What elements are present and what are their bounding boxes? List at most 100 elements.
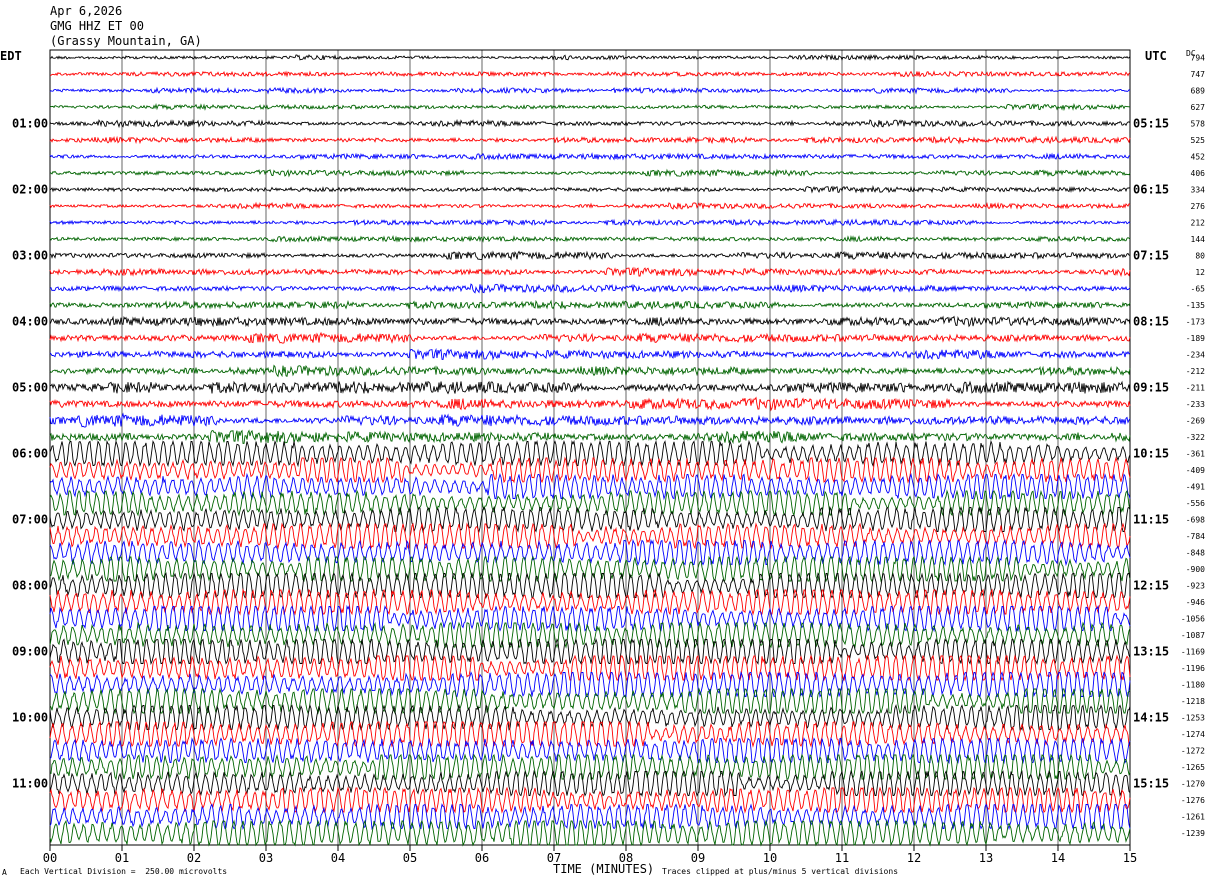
trace-row [49, 315, 1131, 328]
dc-offset-label: -784 [1186, 532, 1205, 541]
edt-time-labels: 01:00 02:00 03:00 04:00 05:00 06:00 07:00 08:00… [12, 117, 48, 791]
dc-offset-label: -556 [1186, 499, 1205, 508]
clip-note: Traces clipped at plus/minus 5 vertical … [662, 867, 899, 876]
utc-axis-title: UTC [1145, 49, 1167, 63]
utc-time-label: 11:15 [1133, 513, 1169, 527]
trace-row [49, 637, 1131, 666]
trace-row [49, 687, 1131, 715]
trace-row [49, 439, 1131, 468]
dc-offset-label: 334 [1191, 186, 1206, 195]
x-tick-label: 11 [835, 851, 849, 865]
dc-offset-label: -173 [1186, 318, 1205, 327]
x-tick-label: 10 [763, 851, 777, 865]
dc-offset-label: -1056 [1181, 615, 1205, 624]
dc-offset-label: 627 [1191, 103, 1206, 112]
dc-offset-label: -1272 [1181, 747, 1205, 756]
utc-time-label: 10:15 [1133, 447, 1169, 461]
dc-offset-label: -1253 [1181, 714, 1205, 723]
edt-time-label: 04:00 [12, 315, 48, 329]
dc-offset-label: -1270 [1181, 780, 1205, 789]
x-tick-label: 04 [331, 851, 345, 865]
x-tick-label: 08 [619, 851, 633, 865]
dc-offset-label: -1087 [1181, 631, 1205, 640]
trace-row [49, 380, 1131, 395]
dc-offset-label: -233 [1186, 400, 1205, 409]
dc-offset-label: -189 [1186, 334, 1205, 343]
x-axis-ticks: 00 01 02 03 04 05 06 07 08 09 10 11 12 13 14 15 [43, 845, 1137, 865]
dc-offset-label: 406 [1191, 169, 1206, 178]
trace-row [49, 505, 1131, 534]
edt-time-label: 06:00 [12, 447, 48, 461]
dc-offset-labels: 794 747 689 627 578 525 452 406 334 276 212 144 80 12… [1181, 54, 1205, 839]
dc-offset-label: 12 [1195, 268, 1205, 277]
dc-offset-label: -1218 [1181, 697, 1205, 706]
trace-row [49, 364, 1131, 378]
trace-row [49, 654, 1131, 682]
x-tick-label: 03 [259, 851, 273, 865]
x-tick-label: 12 [907, 851, 921, 865]
trace-row [49, 396, 1131, 412]
edt-time-label: 11:00 [12, 777, 48, 791]
trace-row [49, 103, 1131, 112]
dc-offset-label: -1180 [1181, 681, 1205, 690]
dc-offset-label: -65 [1191, 285, 1206, 294]
trace-row [49, 53, 1131, 62]
corner-mark: A [2, 868, 7, 877]
dc-offset-label: -1239 [1181, 829, 1205, 838]
trace-row [49, 819, 1131, 847]
dc-offset-label: 212 [1191, 219, 1206, 228]
utc-time-label: 14:15 [1133, 711, 1169, 725]
trace-row [49, 135, 1131, 145]
x-tick-label: 09 [691, 851, 705, 865]
dc-offset-label: 794 [1191, 54, 1206, 63]
edt-time-label: 08:00 [12, 579, 48, 593]
dc-offset-label: -491 [1186, 483, 1205, 492]
header-date: Apr 6,2026 [50, 4, 123, 18]
seismic-traces [49, 53, 1131, 847]
edt-time-label: 01:00 [12, 117, 48, 131]
trace-row [49, 588, 1131, 616]
trace-row [49, 670, 1131, 699]
dc-title: DC [1186, 49, 1196, 58]
scale-note: Each Vertical Division = 250.00 microvol… [20, 867, 228, 876]
x-tick-label: 13 [979, 851, 993, 865]
plot-frame [49, 49, 1131, 846]
dc-offset-label: 276 [1191, 202, 1206, 211]
trace-row [49, 299, 1131, 311]
trace-row [49, 555, 1131, 583]
trace-row [49, 703, 1131, 732]
trace-row [49, 753, 1131, 781]
x-tick-label: 01 [115, 851, 129, 865]
x-tick-label: 06 [475, 851, 489, 865]
trace-row [49, 168, 1131, 178]
edt-time-label: 05:00 [12, 381, 48, 395]
trace-row [49, 621, 1131, 649]
dc-offset-label: 747 [1191, 70, 1206, 79]
trace-row [49, 472, 1131, 501]
trace-row [49, 283, 1131, 294]
x-tick-label: 02 [187, 851, 201, 865]
dc-offset-label: -946 [1186, 598, 1205, 607]
utc-time-labels: 05:15 06:15 07:15 08:15 09:15 10:15 11:15 12:15… [1133, 117, 1169, 791]
trace-row [49, 412, 1131, 428]
trace-row [49, 201, 1131, 210]
dc-offset-label: 689 [1191, 87, 1206, 96]
utc-time-label: 13:15 [1133, 645, 1169, 659]
dc-offset-label: -409 [1186, 466, 1205, 475]
trace-row [49, 786, 1131, 814]
utc-time-label: 12:15 [1133, 579, 1169, 593]
trace-row [49, 489, 1131, 517]
utc-time-label: 05:15 [1133, 117, 1169, 131]
trace-row [49, 331, 1131, 344]
trace-row [49, 250, 1131, 261]
x-tick-label: 15 [1123, 851, 1137, 865]
dc-offset-label: -1274 [1181, 730, 1205, 739]
dc-offset-label: -135 [1186, 301, 1205, 310]
trace-row [49, 152, 1131, 161]
utc-time-label: 06:15 [1133, 183, 1169, 197]
trace-row [49, 736, 1131, 765]
dc-offset-label: -269 [1186, 417, 1205, 426]
trace-row [49, 604, 1131, 633]
trace-row [49, 571, 1131, 600]
trace-row [50, 70, 1131, 78]
